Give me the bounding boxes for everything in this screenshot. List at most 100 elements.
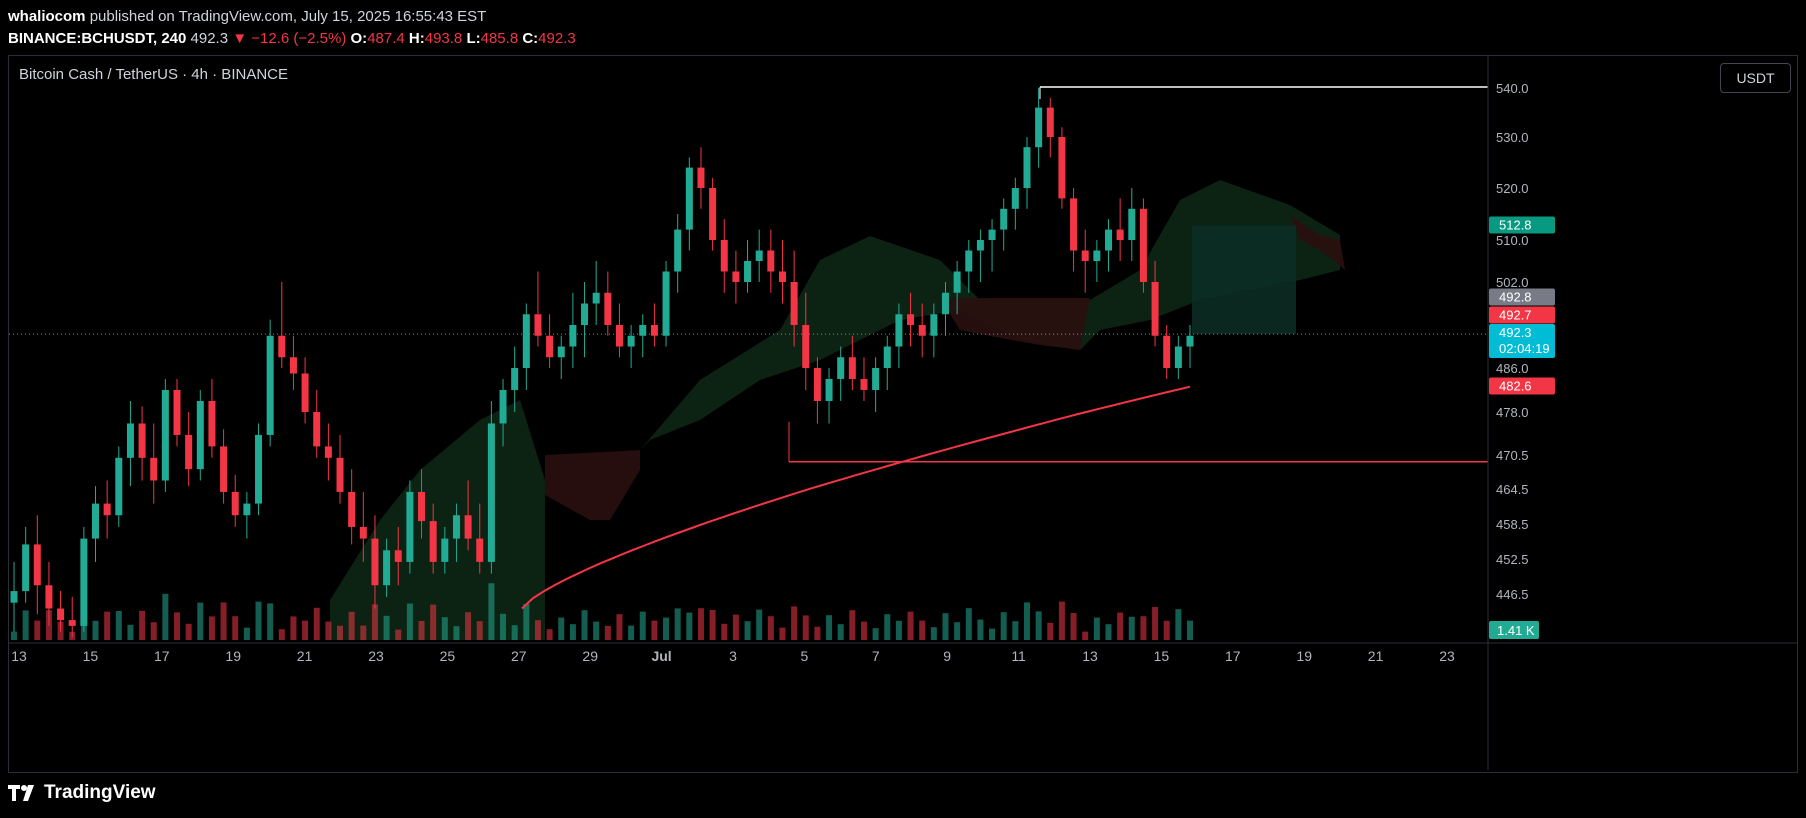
price-tick-label: 520.0 [1496,181,1529,196]
volume-bar [406,603,413,640]
chart-legend[interactable]: Bitcoin Cash / TetherUS · 4h · BINANCE [19,66,288,83]
tradingview-logo[interactable]: TradingView [8,782,156,804]
volume-bar [1128,616,1135,640]
candle-body [103,503,111,516]
candle-body [697,167,705,188]
candle-body [790,282,798,325]
candle-body [778,271,786,282]
volume-bar [208,616,215,640]
candle-body [441,538,449,562]
candle-body [371,538,379,586]
tradingview-logo-icon [8,785,34,801]
candle-body [546,335,554,358]
candle-body [1000,208,1008,230]
volume-bar [546,629,553,640]
volume-bar [860,621,867,640]
candle-body [522,314,530,368]
volume-bar [616,614,623,640]
volume-bar [919,620,926,640]
volume-bar [1047,622,1054,640]
candle-body [860,379,868,390]
time-tick-label: 29 [582,648,598,664]
volume-bar [232,616,239,640]
volume-bar [220,602,227,640]
candle-body [1035,107,1043,148]
candle-body [57,608,65,621]
candle-body [1186,335,1194,347]
volume-bar [511,625,518,640]
volume-bar [767,616,774,640]
candle-body [1058,137,1066,199]
cloud-red-2 [940,298,1090,350]
candle-body [627,335,635,347]
candle-body [837,357,845,379]
high-label: H: [408,30,425,47]
candle-body [872,368,880,390]
open-label: O: [350,30,368,47]
volume-bar [453,626,460,640]
volume-bar [977,619,984,640]
change-arrow-icon: ▼ [232,30,248,47]
volume-bar [756,609,763,640]
volume-bar [150,622,157,640]
volume-bar [930,627,937,640]
moving-average-line [521,385,1191,610]
volume-bar [22,610,29,640]
author-name[interactable]: whaliocom [8,8,86,25]
candle-body [848,357,856,379]
candle-body [499,390,507,424]
candle-body [115,457,123,516]
volume-bar [430,604,437,640]
candle-body [534,314,542,336]
time-tick-label: 21 [1368,648,1384,664]
volume-bar [418,621,425,640]
volume-bar [383,615,390,640]
volume-bar [849,610,856,640]
price-badge-label: 512.8 [1499,218,1532,233]
time-tick-label: 17 [1225,648,1241,664]
candle-body [185,434,193,470]
time-tick-label: 11 [1011,648,1026,664]
candle-body [208,401,216,447]
price-axis: 540.0 530.0 520.0 510.0 502.0 486.0 478.0 470.5… [1487,56,1555,770]
candle-body [324,446,332,458]
volume-bar [954,622,961,640]
low-value: 485.8 [480,30,519,47]
cloud-red-1 [545,450,640,520]
candle-body [976,240,984,251]
volume-bar [744,621,751,640]
low-label: L: [466,30,481,47]
time-tick-label: Jul [651,648,671,664]
volume-bar [1140,616,1147,640]
candle-body [744,261,752,282]
candle-body [918,325,926,336]
candle-body [1070,198,1078,251]
price-badge [1489,216,1555,234]
symbol-label: BINANCE:BCHUSDT, 240 [8,30,187,47]
volume-bar [1175,609,1182,640]
volume-bar [604,625,611,640]
volume-bar [243,627,250,640]
candles [10,88,1194,638]
candle-body [301,373,309,412]
price-tick-label: 486.0 [1496,361,1529,376]
volume-bar [1117,612,1124,640]
candle-body [313,412,321,447]
candle-body [650,325,658,336]
volume-bar [104,611,111,640]
volume-bar [732,614,739,640]
candle-body [487,423,495,562]
candle-body [22,544,30,592]
currency-button[interactable]: USDT [1720,63,1791,93]
time-tick-label: 19 [225,648,241,664]
candle-body [464,515,472,539]
chart-frame[interactable] [8,55,1798,773]
volume-bar [569,624,576,640]
candle-body [1046,107,1054,137]
volume-bar [360,625,367,640]
candle-body [161,390,169,481]
candle-body [557,346,565,358]
volume-bar [488,583,495,640]
volume-badge-label: 1.41 K [1497,623,1535,638]
